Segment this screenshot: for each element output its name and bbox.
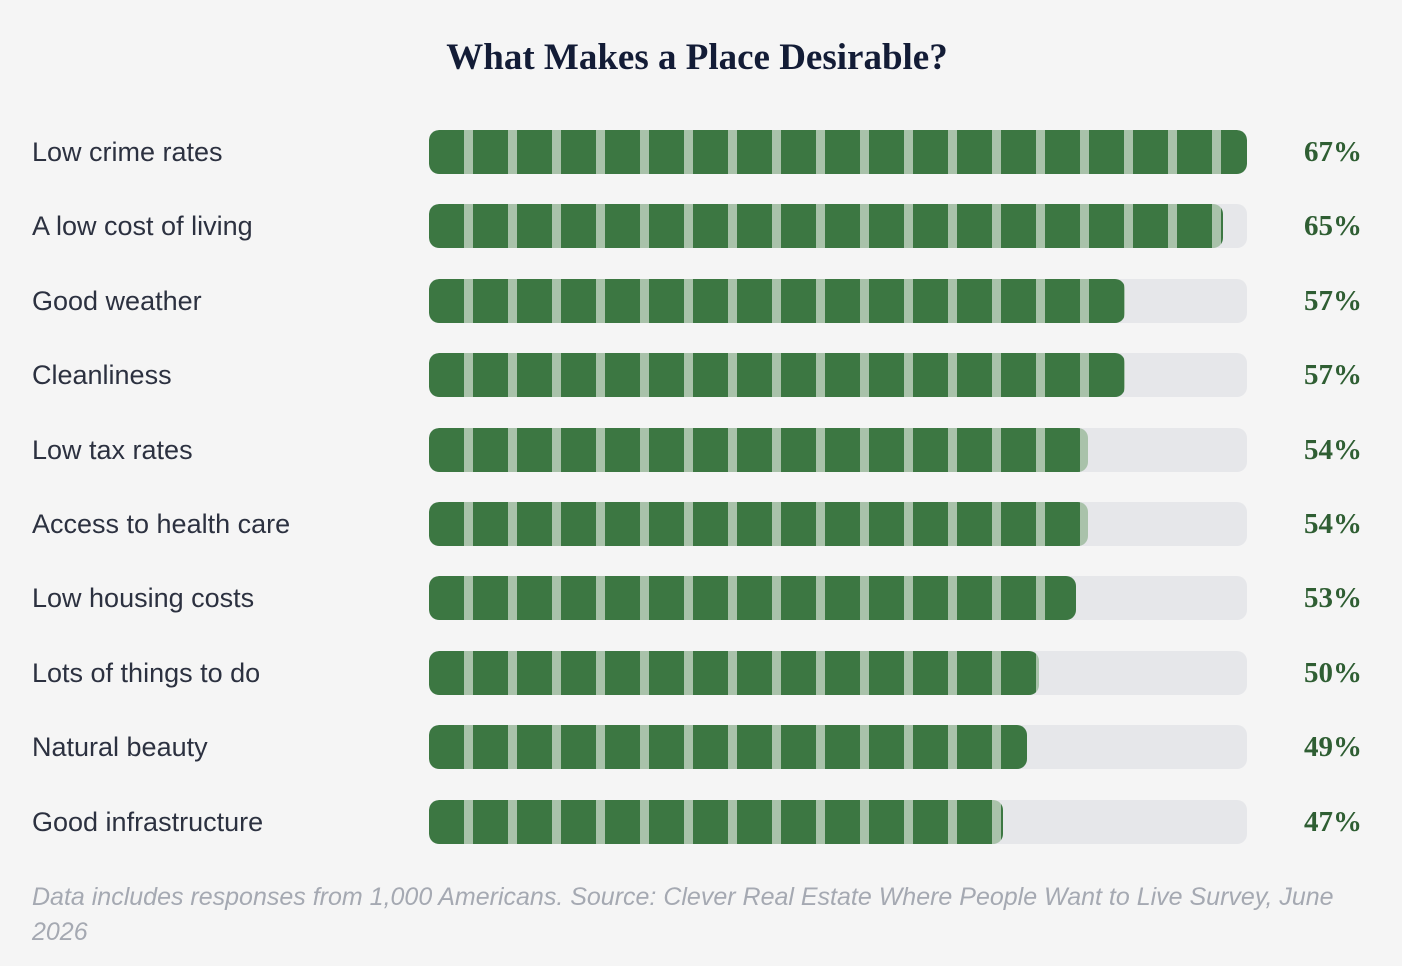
bar	[429, 650, 1040, 695]
bar	[429, 204, 1223, 249]
data-label: 47%	[1304, 805, 1362, 838]
bar-track	[429, 799, 1247, 844]
category-label: Good infrastructure	[32, 806, 264, 837]
bar	[429, 353, 1125, 398]
category-label: Low tax rates	[32, 434, 193, 465]
bar	[429, 278, 1125, 323]
bar-track	[429, 427, 1247, 472]
bar-track	[429, 725, 1247, 770]
category-label: Lots of things to do	[32, 657, 261, 688]
category-label: Cleanliness	[32, 360, 172, 391]
bar	[429, 502, 1089, 546]
data-label: 54%	[1304, 433, 1362, 466]
bar-track	[429, 130, 1247, 174]
category-label: Low housing costs	[32, 583, 255, 614]
bar	[429, 725, 1028, 770]
data-label: 49%	[1304, 731, 1362, 764]
bar-track	[429, 650, 1247, 695]
data-label: 65%	[1304, 210, 1362, 243]
bar-track	[429, 278, 1247, 323]
bar-track	[429, 204, 1247, 249]
data-label: 67%	[1304, 136, 1362, 168]
category-label: Good weather	[32, 285, 202, 316]
bar	[429, 130, 1247, 174]
bar	[429, 427, 1089, 472]
footnote: Data includes responses from 1,000 Ameri…	[32, 883, 1334, 946]
bar	[429, 799, 1003, 844]
data-label: 57%	[1304, 284, 1362, 317]
category-label: Low crime rates	[32, 137, 223, 167]
bar-track	[429, 353, 1247, 398]
data-label: 50%	[1304, 656, 1362, 689]
data-label: 54%	[1304, 508, 1362, 540]
category-label: A low cost of living	[32, 211, 253, 242]
category-label: Access to health care	[32, 509, 291, 539]
bar-track	[429, 576, 1247, 621]
data-label: 57%	[1304, 359, 1362, 392]
data-label: 53%	[1304, 582, 1362, 615]
chart-title: What Makes a Place Desirable?	[446, 37, 948, 78]
bar	[429, 576, 1077, 621]
category-label: Natural beauty	[32, 732, 208, 763]
bar-chart: Low crime rates 67% A low cost of living 65…	[32, 130, 1362, 844]
bar-track	[429, 502, 1247, 546]
